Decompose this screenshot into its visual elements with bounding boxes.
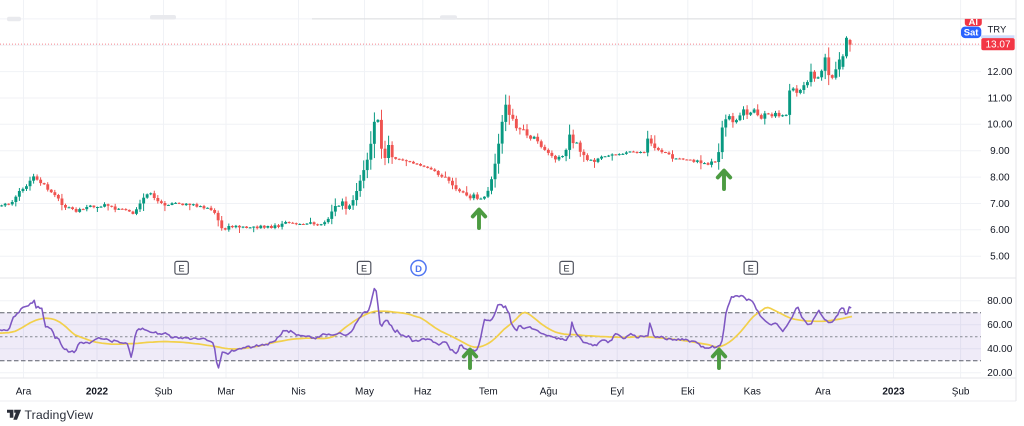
svg-text:2023: 2023 [882,387,905,398]
svg-text:6.00: 6.00 [990,225,1010,236]
svg-text:TRY: TRY [988,25,1007,36]
svg-text:E: E [563,263,569,273]
svg-text:60.00: 60.00 [987,320,1012,331]
svg-text:8.00: 8.00 [990,173,1010,184]
svg-text:Ağu: Ağu [540,387,558,398]
svg-text:Al: Al [969,17,979,28]
svg-text:Haz: Haz [414,387,432,398]
svg-text:Şub: Şub [155,387,173,398]
svg-text:E: E [361,263,367,273]
svg-text:E: E [748,263,754,273]
svg-text:Kas: Kas [744,387,761,398]
svg-text:10.00: 10.00 [987,120,1012,131]
svg-text:Nis: Nis [291,387,305,398]
svg-text:Ara: Ara [16,387,32,398]
svg-text:TradingView: TradingView [25,408,94,422]
svg-text:E: E [178,263,184,273]
svg-text:Sat: Sat [964,27,980,38]
svg-text:Tem: Tem [479,387,498,398]
svg-text:D: D [415,264,422,275]
svg-text:80.00: 80.00 [987,296,1012,307]
svg-text:13.07: 13.07 [985,40,1010,51]
svg-text:Mar: Mar [217,387,235,398]
svg-text:May: May [355,387,374,398]
svg-text:Şub: Şub [952,387,970,398]
svg-text:20.00: 20.00 [987,368,1012,379]
svg-text:2022: 2022 [86,387,109,398]
svg-text:Ara: Ara [815,387,831,398]
svg-text:9.00: 9.00 [990,146,1010,157]
svg-text:5.00: 5.00 [990,252,1010,263]
svg-text:Eyl: Eyl [610,387,624,398]
svg-text:12.00: 12.00 [987,67,1012,78]
svg-text:40.00: 40.00 [987,344,1012,355]
svg-text:11.00: 11.00 [988,93,1013,104]
svg-text:7.00: 7.00 [990,199,1010,210]
svg-text:Eki: Eki [681,387,695,398]
